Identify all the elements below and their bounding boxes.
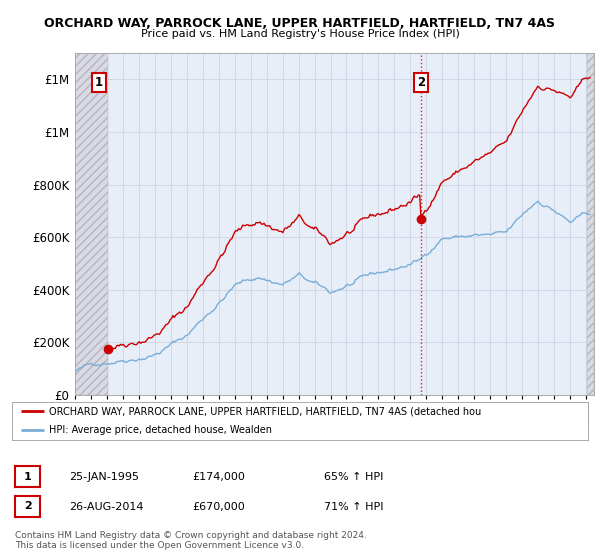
Text: 65% ↑ HPI: 65% ↑ HPI [324,472,383,482]
Text: 71% ↑ HPI: 71% ↑ HPI [324,502,383,512]
Text: 26-AUG-2014: 26-AUG-2014 [69,502,143,512]
Text: 1: 1 [24,472,31,482]
Text: ORCHARD WAY, PARROCK LANE, UPPER HARTFIELD, HARTFIELD, TN7 4AS (detached hou: ORCHARD WAY, PARROCK LANE, UPPER HARTFIE… [49,406,482,416]
Bar [587,53,594,395]
Text: £670,000: £670,000 [192,502,245,512]
Text: £174,000: £174,000 [192,472,245,482]
Text: HPI: Average price, detached house, Wealden: HPI: Average price, detached house, Weal… [49,425,272,435]
Bar [75,53,108,395]
Text: Contains HM Land Registry data © Crown copyright and database right 2024.
This d: Contains HM Land Registry data © Crown c… [15,531,367,550]
Text: 1: 1 [95,76,103,88]
Text: 2: 2 [416,76,425,88]
Text: 25-JAN-1995: 25-JAN-1995 [69,472,139,482]
Text: 2: 2 [24,501,31,511]
Text: ORCHARD WAY, PARROCK LANE, UPPER HARTFIELD, HARTFIELD, TN7 4AS: ORCHARD WAY, PARROCK LANE, UPPER HARTFIE… [44,17,556,30]
Text: Price paid vs. HM Land Registry's House Price Index (HPI): Price paid vs. HM Land Registry's House … [140,29,460,39]
